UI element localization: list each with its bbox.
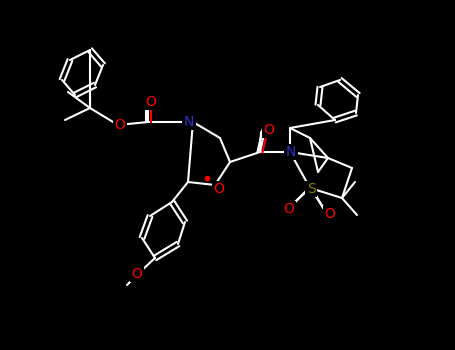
Text: O: O	[283, 202, 294, 216]
Text: S: S	[307, 182, 315, 196]
Text: N: N	[286, 145, 296, 159]
Text: O: O	[213, 182, 224, 196]
Text: O: O	[115, 118, 126, 132]
Text: N: N	[184, 115, 194, 129]
Text: O: O	[131, 267, 142, 281]
Text: O: O	[324, 207, 335, 221]
Text: O: O	[263, 123, 274, 137]
Text: O: O	[146, 95, 157, 109]
